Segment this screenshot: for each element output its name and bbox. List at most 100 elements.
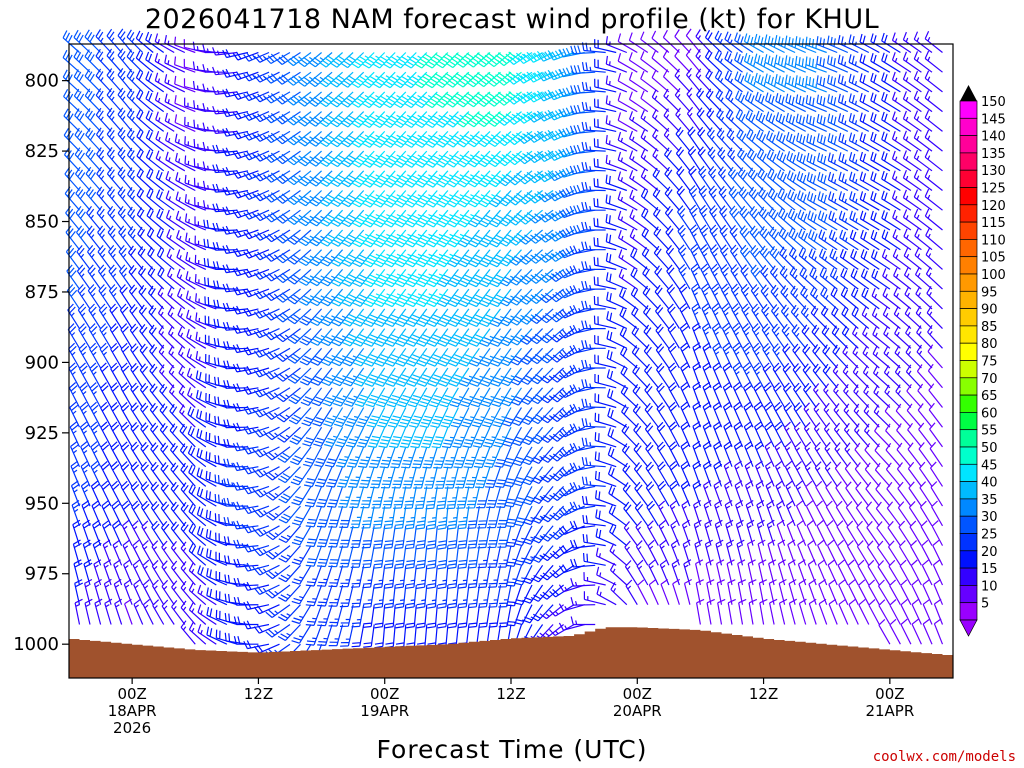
- wind-barb: [709, 205, 723, 231]
- wind-barb: [712, 342, 723, 369]
- wind-barb: [482, 426, 502, 448]
- wind-barb: [813, 383, 828, 408]
- wind-barb: [436, 209, 459, 228]
- wind-barb: [746, 148, 765, 172]
- wind-barb: [605, 115, 628, 132]
- wind-barb: [499, 288, 522, 307]
- wind-barb: [232, 363, 259, 373]
- wind-barb: [826, 520, 838, 546]
- wind-barb: [371, 486, 386, 509]
- wind-barb: [67, 303, 81, 329]
- wind-barb: [758, 206, 775, 231]
- wind-barb: [204, 296, 228, 310]
- wind-barb: [665, 245, 680, 270]
- wind-barb: [704, 49, 722, 73]
- wind-barb: [426, 288, 449, 308]
- wind-barb: [713, 440, 723, 467]
- wind-barb: [548, 108, 575, 121]
- wind-barb: [853, 403, 870, 428]
- wind-barb: [886, 481, 901, 507]
- wind-barb: [331, 308, 354, 327]
- wind-barb: [177, 307, 196, 330]
- wind-barb: [817, 210, 838, 231]
- wind-barb: [729, 225, 743, 251]
- wind-barb: [706, 127, 722, 152]
- wind-barb: [667, 323, 680, 349]
- wind-barb: [792, 363, 807, 389]
- wind-barb: [914, 247, 933, 270]
- wind-barb: [187, 406, 207, 428]
- wind-barb: [870, 131, 891, 152]
- wind-barb: [654, 284, 670, 310]
- wind-barb: [719, 244, 733, 270]
- wind-barb: [522, 584, 544, 604]
- wind-barb: [522, 604, 544, 624]
- wind-barb: [643, 305, 659, 330]
- wind-barb: [752, 342, 765, 369]
- wind-barb: [787, 559, 796, 586]
- wind-barb: [918, 422, 933, 448]
- wind-barb: [569, 224, 596, 235]
- wind-barb: [222, 49, 249, 59]
- wind-barb: [704, 29, 722, 53]
- wind-barb: [197, 624, 217, 645]
- wind-barb: [509, 328, 533, 346]
- wind-barb: [826, 539, 838, 566]
- wind-barb: [717, 146, 733, 172]
- wind-barb: [328, 624, 344, 647]
- wind-barb: [313, 426, 333, 447]
- wind-barb: [212, 105, 238, 115]
- wind-barb: [529, 288, 554, 304]
- wind-barb: [265, 406, 291, 421]
- wind-barb: [819, 267, 838, 290]
- wind-barb: [640, 70, 659, 93]
- wind-barb: [331, 269, 354, 287]
- wind-barb: [772, 343, 786, 369]
- wind-barb: [617, 171, 638, 192]
- wind-barb: [232, 305, 259, 315]
- wind-barb: [891, 32, 912, 54]
- wind-barb: [421, 426, 438, 449]
- wind-barb: [896, 423, 912, 448]
- wind-barb: [77, 284, 91, 310]
- wind-barb: [521, 446, 544, 466]
- wind-barb: [550, 347, 575, 363]
- wind-barb: [88, 303, 102, 329]
- wind-barb: [622, 462, 638, 487]
- wind-barb: [903, 247, 922, 270]
- wind-barb: [186, 309, 207, 330]
- wind-barb: [372, 150, 396, 168]
- wind-barb: [297, 52, 322, 68]
- wind-barb: [854, 462, 870, 487]
- wind-barb: [837, 93, 859, 113]
- wind-barb: [570, 104, 596, 115]
- wind-barb: [130, 362, 144, 389]
- wind-barb: [405, 308, 428, 328]
- wind-barb: [90, 421, 102, 448]
- wind-barb: [90, 441, 102, 467]
- wind-barb: [797, 539, 807, 566]
- wind-barb: [797, 190, 817, 211]
- wind-barb: [697, 146, 712, 172]
- wind-barb: [617, 131, 638, 152]
- wind-barb: [871, 307, 891, 330]
- wind-barb: [538, 149, 564, 163]
- wind-barb: [427, 565, 438, 589]
- wind-barb: [137, 246, 154, 270]
- wind-barb: [640, 168, 659, 191]
- wind-barb: [167, 325, 186, 349]
- wind-barb: [656, 382, 670, 408]
- wind-barb: [607, 407, 628, 428]
- wind-barb: [870, 92, 891, 113]
- wind-barb: [795, 75, 817, 93]
- wind-barb: [149, 344, 165, 369]
- wind-barb: [761, 303, 775, 329]
- wind-barb: [632, 403, 649, 428]
- wind-barb: [907, 442, 922, 468]
- wind-barb: [550, 485, 575, 501]
- wind-barb: [404, 170, 428, 188]
- wind-barb: [351, 52, 375, 69]
- colorbar-swatch: [959, 273, 978, 292]
- wind-barb: [774, 34, 796, 54]
- wind-barb: [447, 506, 459, 530]
